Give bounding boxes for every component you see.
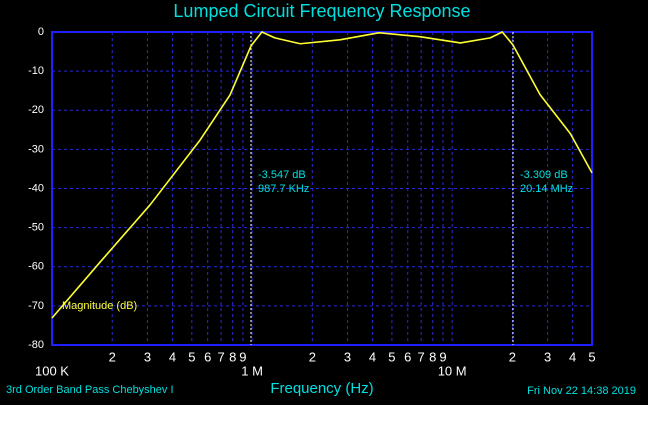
- x-tick-label: 100 K: [35, 363, 69, 378]
- x-tick-label: 1 M: [241, 363, 263, 378]
- marker-label: -3.309 dB: [520, 169, 568, 181]
- x-tick-label: 4: [369, 349, 376, 364]
- marker-label: 987.7 KHz: [258, 183, 309, 195]
- x-tick-label: 3: [544, 349, 551, 364]
- footer-left: 3rd Order Band Pass Chebyshev I: [6, 384, 174, 396]
- x-tick-label: 6: [404, 349, 411, 364]
- series-line: [51, 31, 593, 319]
- y-tick-label: -30: [28, 143, 44, 155]
- x-tick-label: 5: [588, 349, 595, 364]
- x-tick-label: 3: [344, 349, 351, 364]
- background: [0, 0, 648, 405]
- y-tick-label: -80: [28, 339, 44, 351]
- x-tick-label: 8: [429, 349, 436, 364]
- y-tick-label: 0: [38, 26, 44, 38]
- y-tick-label: -40: [28, 182, 44, 194]
- x-axis-label: Frequency (Hz): [270, 380, 373, 397]
- x-tick-label: 2: [109, 349, 116, 364]
- x-tick-label: 4: [169, 349, 176, 364]
- x-tick-label: 7: [217, 349, 224, 364]
- x-tick-label: 9: [239, 349, 246, 364]
- y-tick-label: -10: [28, 65, 44, 77]
- marker-label: -3.547 dB: [258, 169, 306, 181]
- x-tick-label: 8: [229, 349, 236, 364]
- footer-right: Fri Nov 22 14:38 2019: [527, 385, 636, 397]
- marker-label: 20.14 MHz: [520, 183, 573, 195]
- y-tick-label: -50: [28, 222, 44, 234]
- y-tick-label: -20: [28, 104, 44, 116]
- x-tick-label: 10 M: [438, 363, 467, 378]
- x-tick-label: 6: [204, 349, 211, 364]
- series-label: Magnitude (dB): [62, 300, 137, 312]
- x-tick-label: 4: [569, 349, 576, 364]
- x-tick-label: 5: [188, 349, 195, 364]
- y-tick-label: -70: [28, 300, 44, 312]
- x-tick-label: 3: [144, 349, 151, 364]
- x-tick-label: 9: [439, 349, 446, 364]
- x-tick-label: 7: [418, 349, 425, 364]
- plot-border: [51, 31, 593, 346]
- x-tick-label: 5: [388, 349, 395, 364]
- x-tick-label: 2: [509, 349, 516, 364]
- x-tick-label: 2: [309, 349, 316, 364]
- chart-title: Lumped Circuit Frequency Response: [173, 1, 470, 21]
- y-tick-label: -60: [28, 261, 44, 273]
